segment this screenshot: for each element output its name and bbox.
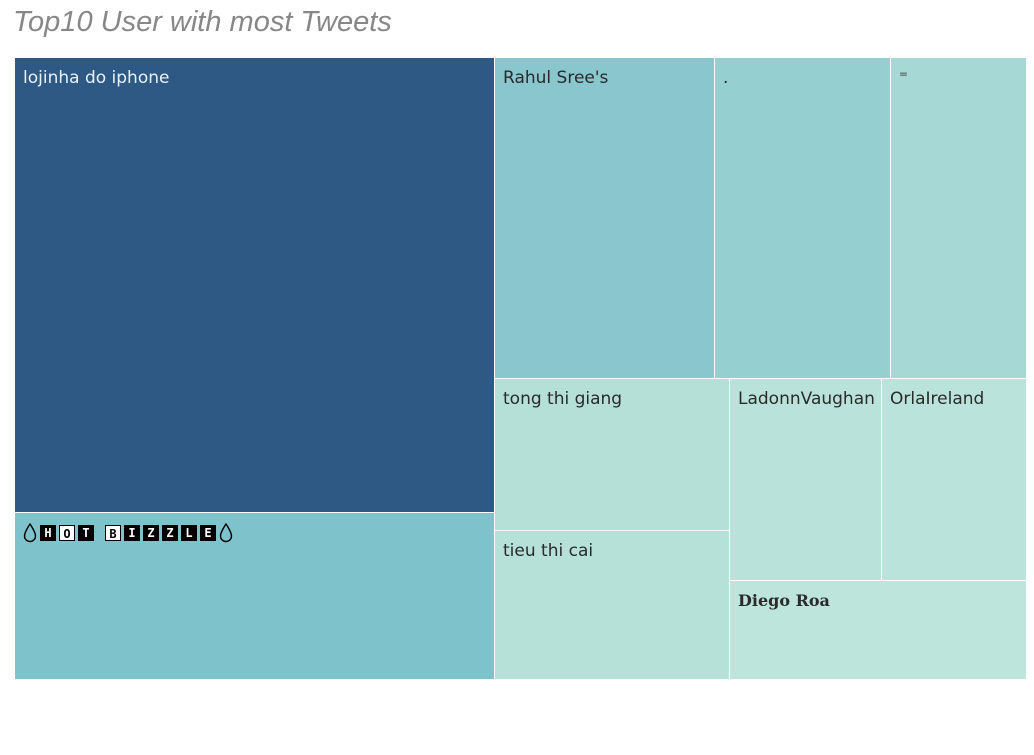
treemap-tile-label: tong thi giang [503, 389, 623, 409]
treemap-tile[interactable]: OrlaIreland [882, 379, 1026, 581]
treemap-tile-label: OrlaIreland [890, 389, 985, 409]
treemap-tile-label: ⁼ [899, 68, 908, 88]
treemap-tile[interactable]: tong thi giang [495, 379, 730, 531]
droplet-icon [23, 523, 37, 543]
treemap-tile[interactable]: lojinha do iphone [15, 58, 495, 513]
treemap-tile-label: Diego Roa [738, 591, 830, 610]
treemap: lojinha do iphone H O T B I Z Z L E Rahul Sree's. ⁼… [15, 58, 1026, 679]
chart-title: Top10 User with most Tweets [13, 6, 392, 38]
treemap-tile[interactable]: Diego Roa [730, 581, 1026, 679]
treemap-tile[interactable]: LadonnVaughan [730, 379, 882, 581]
treemap-tile[interactable]: Rahul Sree's [495, 58, 715, 379]
treemap-tile-label: Rahul Sree's [503, 68, 609, 88]
treemap-tile[interactable]: . [715, 58, 891, 379]
droplet-icon [219, 523, 233, 543]
treemap-tile-label: . [723, 68, 729, 88]
treemap-tile-label: tieu thi cai [503, 541, 594, 561]
treemap-tile-label: LadonnVaughan [738, 389, 875, 409]
treemap-tile-label: lojinha do iphone [23, 68, 170, 88]
treemap-tile[interactable]: ⁼ [891, 58, 1026, 379]
treemap-tile[interactable]: tieu thi cai [495, 531, 730, 679]
